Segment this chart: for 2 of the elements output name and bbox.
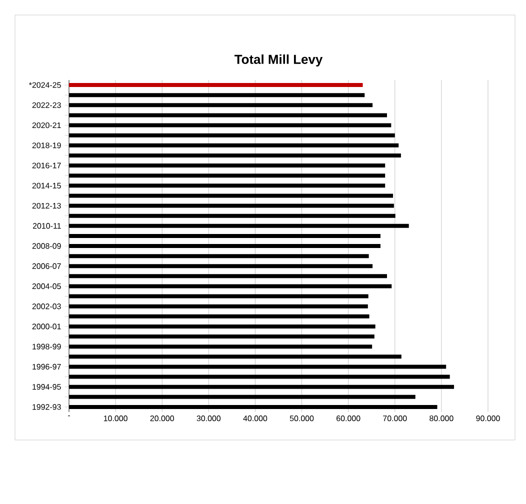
- chart-title: Total Mill Levy: [234, 54, 323, 67]
- bar: [69, 83, 363, 88]
